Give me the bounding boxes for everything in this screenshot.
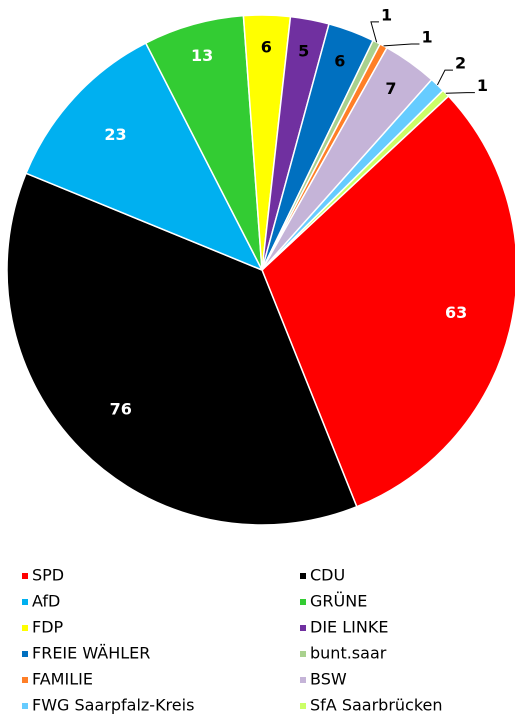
legend-label: bunt.saar <box>310 644 387 663</box>
leader-line <box>383 43 420 47</box>
legend-swatch <box>300 703 306 709</box>
leader-line <box>445 92 475 94</box>
data-label: 76 <box>110 400 132 419</box>
legend-label: BSW <box>310 670 347 689</box>
legend-swatch <box>300 573 306 579</box>
data-label: 23 <box>104 125 126 144</box>
data-label: 1 <box>477 76 488 95</box>
legend-label: AfD <box>32 592 60 611</box>
legend-label: FDP <box>32 618 64 637</box>
legend-label: FREIE WÄHLER <box>32 644 150 663</box>
data-label: 13 <box>191 46 213 65</box>
legend-swatch <box>300 599 306 605</box>
data-label: 1 <box>421 27 432 46</box>
legend-swatch <box>300 677 306 683</box>
legend-label: FWG Saarpfalz-Kreis <box>32 696 194 715</box>
data-label: 6 <box>334 52 345 71</box>
legend-label: DIE LINKE <box>310 618 388 637</box>
data-label: 1 <box>381 5 392 24</box>
legend-swatch <box>300 625 306 631</box>
data-label: 2 <box>455 54 466 73</box>
legend-label: CDU <box>310 566 345 585</box>
legend-swatch <box>22 677 28 683</box>
pie-slice <box>6 172 358 526</box>
leader-line <box>370 21 379 43</box>
legend-swatch <box>22 625 28 631</box>
legend-label: SfA Saarbrücken <box>310 696 443 715</box>
data-label: 6 <box>261 38 272 57</box>
data-label: 7 <box>385 79 396 98</box>
legend-label: FAMILIE <box>32 670 93 689</box>
legend-label: GRÜNE <box>310 592 367 611</box>
legend-swatch <box>22 651 28 657</box>
pie-slice <box>261 95 515 508</box>
legend-swatch <box>22 573 28 579</box>
leader-line <box>436 69 453 86</box>
data-label: 5 <box>298 42 309 61</box>
legend-swatch <box>22 703 28 709</box>
legend-label: SPD <box>32 566 64 585</box>
legend-swatch <box>22 599 28 605</box>
data-label: 63 <box>445 303 467 322</box>
legend-swatch <box>300 651 306 657</box>
pie-slice <box>25 42 264 272</box>
pie-slice <box>261 89 450 271</box>
